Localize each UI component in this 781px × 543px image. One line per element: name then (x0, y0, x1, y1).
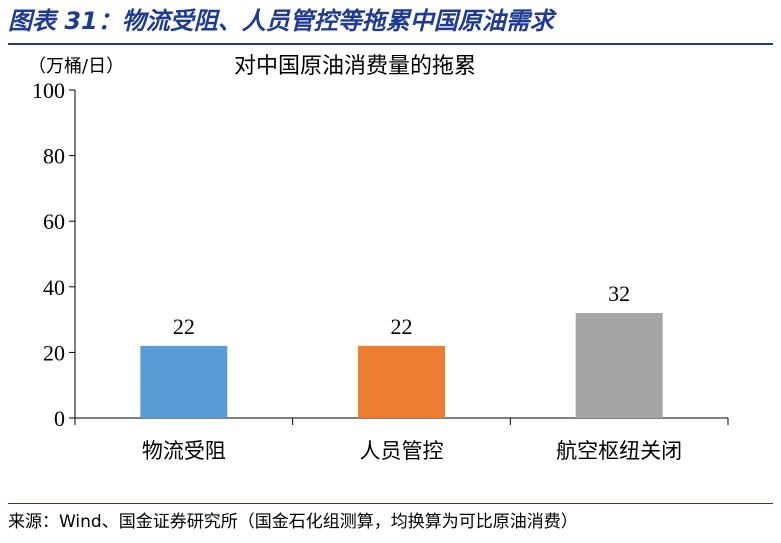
chart-title: 对中国原油消费量的拖累 (234, 54, 477, 79)
bar-chart: 0 20 40 60 80 100 22 物流受阻 22 人员管控 32 航空枢纽关闭 (32, 78, 729, 463)
bar-data-label: 22 (173, 314, 195, 339)
footer-rule (8, 503, 773, 504)
y-tick-label: 60 (43, 209, 65, 234)
bar (140, 345, 228, 418)
y-tick-label: 20 (43, 340, 65, 365)
bar (358, 345, 445, 418)
bar-data-label: 22 (391, 314, 413, 339)
bar-data-label: 32 (608, 281, 630, 306)
y-tick-label: 100 (32, 78, 65, 103)
y-tick-label: 80 (43, 144, 65, 169)
chart-axes: 0 20 40 60 80 100 (32, 78, 729, 431)
y-tick-label: 0 (54, 406, 65, 431)
source-note: 来源：Wind、国金证券研究所（国金石化组测算，均换算为可比原油消费） (8, 512, 578, 532)
bar (575, 313, 663, 418)
y-tick-label: 40 (43, 275, 65, 300)
figure-caption: 图表 31：物流受阻、人员管控等拖累中国原油需求 (8, 7, 554, 35)
chart-labels: 22 物流受阻 22 人员管控 32 航空枢纽关闭 (142, 281, 682, 463)
x-category-label: 人员管控 (360, 439, 444, 463)
x-category-label: 物流受阻 (142, 439, 226, 463)
header-rule (8, 43, 773, 45)
y-axis-unit-label: （万桶/日） (28, 56, 125, 77)
chart-bars (140, 313, 663, 418)
x-category-label: 航空枢纽关闭 (556, 439, 682, 463)
